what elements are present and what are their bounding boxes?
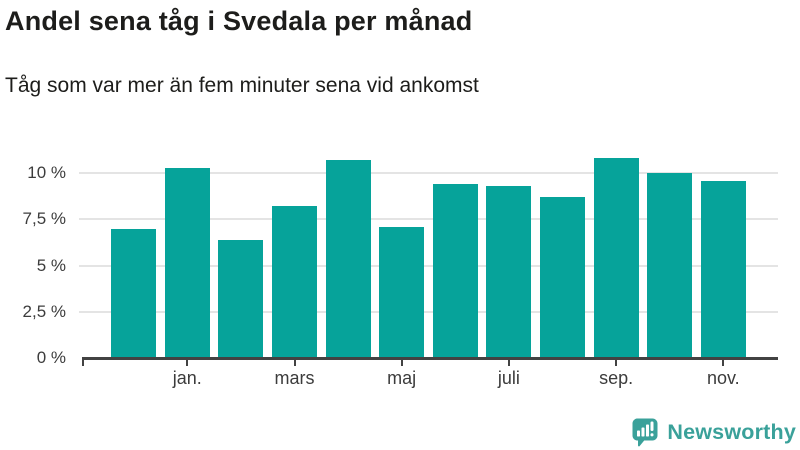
- x-axis-tick: [507, 359, 510, 366]
- plot-area: [79, 151, 778, 366]
- x-axis-tick: [722, 359, 725, 366]
- newsworthy-logo-icon: [632, 418, 658, 447]
- bar-month-1: [111, 228, 157, 358]
- gridline: [79, 310, 778, 313]
- bar-month-8: [486, 186, 532, 358]
- y-axis: 0 % 2,5 % 5 % 7,5 % 10 %: [0, 151, 66, 367]
- gridline: [79, 264, 778, 267]
- x-tick-label: sep.: [599, 368, 634, 388]
- bar-month-5: [325, 160, 371, 358]
- bar-month-3: [218, 239, 264, 358]
- x-tick-label: mars: [274, 368, 315, 388]
- x-tick-label: nov.: [706, 368, 740, 388]
- y-tick-label: 5 %: [36, 255, 66, 275]
- x-axis-labels: jan. mars maj juli sep. nov.: [82, 368, 778, 392]
- y-tick-label: 7,5 %: [22, 209, 66, 229]
- bar-month-6: [379, 226, 425, 358]
- x-axis-line: [82, 357, 778, 360]
- mini-bar-chart-glyph: [637, 421, 654, 437]
- bar-month-4: [272, 206, 317, 358]
- chart-title: Andel sena tåg i Svedala per månad: [5, 6, 473, 36]
- y-tick-label: 0 %: [36, 348, 66, 367]
- y-tick-label: 10 %: [27, 163, 66, 183]
- bar-month-10: [593, 158, 639, 358]
- x-axis-tick: [186, 359, 189, 366]
- x-axis-origin-tick: [82, 359, 84, 366]
- bar-month-2: [164, 167, 210, 358]
- brand-footer: Newsworthy: [632, 418, 796, 447]
- exclamation-bar: [650, 421, 654, 431]
- x-axis-tick: [293, 359, 296, 366]
- bar-month-7: [432, 184, 478, 358]
- speech-bubble-shape: [632, 418, 658, 447]
- brand-name: Newsworthy: [667, 420, 796, 444]
- x-tick-label: juli: [497, 368, 520, 388]
- exclamation-dot: [650, 433, 654, 437]
- gridline: [79, 172, 778, 175]
- gridline: [79, 218, 778, 221]
- x-axis-tick: [400, 359, 403, 366]
- x-tick-label: maj: [387, 368, 417, 388]
- chart-subtitle: Tåg som var mer än fem minuter sena vid …: [5, 74, 479, 97]
- bar-month-9: [540, 197, 585, 358]
- bar-month-11: [647, 173, 693, 358]
- bar-month-12: [700, 180, 746, 358]
- x-tick-label: jan.: [172, 368, 202, 388]
- x-axis-tick: [615, 359, 618, 366]
- y-tick-label: 2,5 %: [22, 301, 66, 321]
